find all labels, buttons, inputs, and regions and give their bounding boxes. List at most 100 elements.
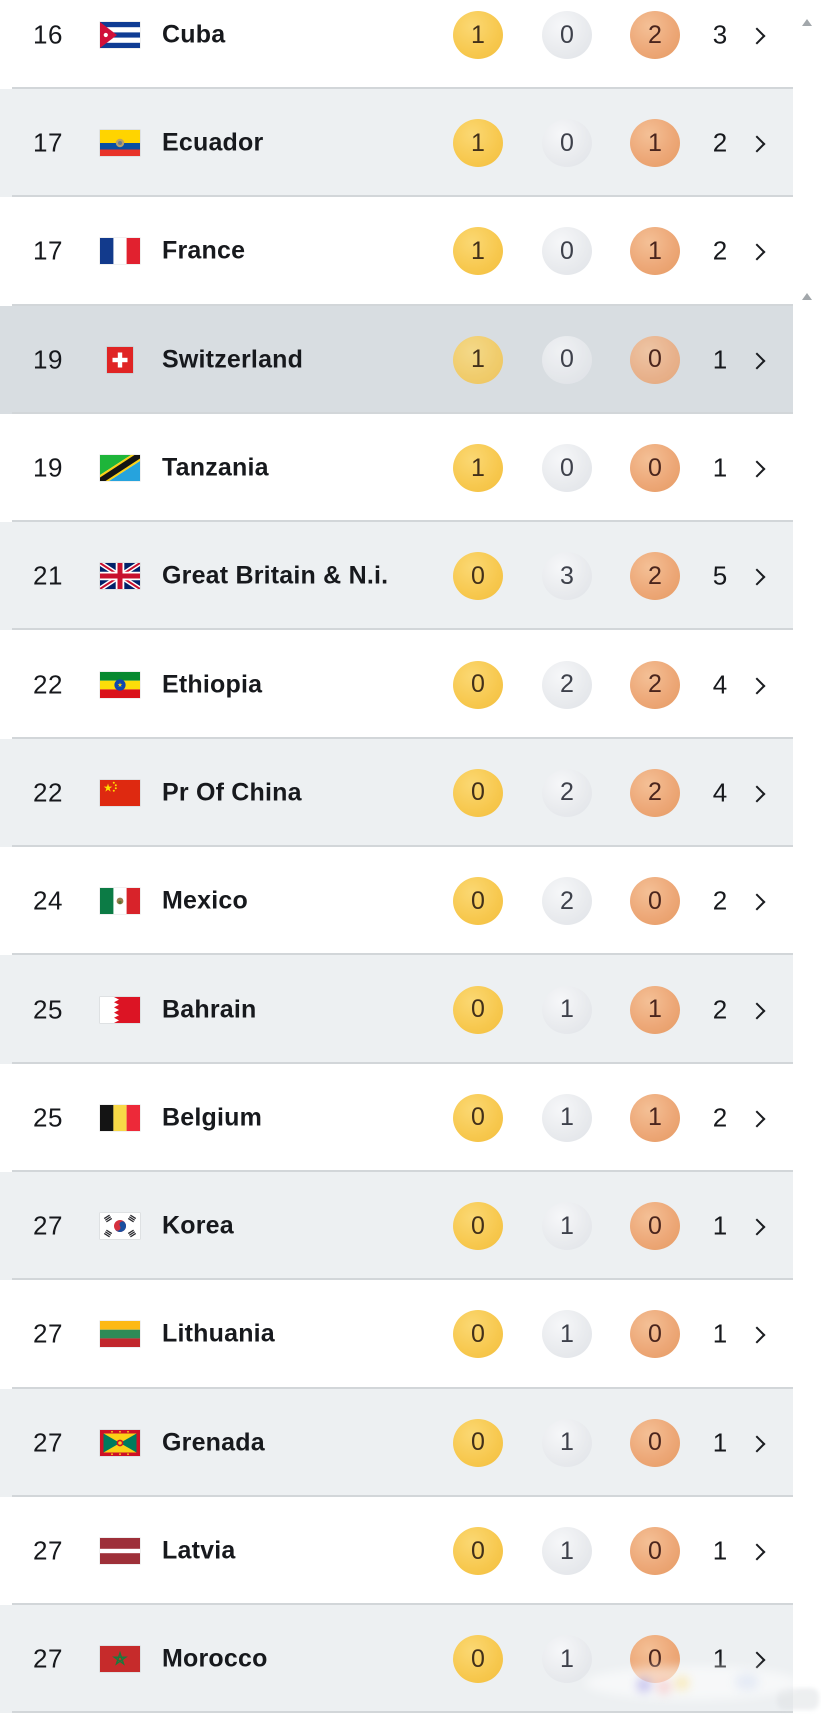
- table-row[interactable]: 21 Great Britain & N.i. 0 3 2 5: [0, 522, 793, 631]
- chevron-right-icon[interactable]: [748, 25, 769, 45]
- chevron-right-icon[interactable]: [748, 1108, 769, 1128]
- ethiopia-flag-icon: [92, 671, 148, 698]
- chevron-right-icon[interactable]: [748, 1433, 769, 1453]
- rank-cell: 27: [33, 1318, 63, 1349]
- chevron-right-icon[interactable]: [748, 1649, 769, 1669]
- table-row[interactable]: 27 Lithuania 0 1 0 1: [0, 1280, 793, 1389]
- gold-medal-count: 1: [453, 11, 503, 59]
- silver-medal-count: 1: [542, 985, 592, 1034]
- rank-cell: 27: [33, 1210, 63, 1241]
- latvia-flag-icon: [92, 1538, 148, 1564]
- chevron-right-icon[interactable]: [748, 566, 769, 586]
- scroll-up-arrow-icon[interactable]: [802, 19, 812, 26]
- total-medal-count: 3: [712, 19, 728, 50]
- silver-medal-count: 2: [542, 768, 592, 817]
- gold-medal-count: 0: [453, 1527, 503, 1575]
- country-name: Tanzania: [162, 453, 269, 482]
- bronze-medal-count: 2: [630, 11, 680, 59]
- silver-medal-count: 2: [542, 660, 592, 709]
- country-name: Morocco: [162, 1644, 268, 1673]
- country-name: Bahrain: [162, 995, 257, 1024]
- gold-medal-count: 0: [453, 1202, 503, 1251]
- total-medal-count: 5: [712, 560, 728, 591]
- country-name: Ecuador: [162, 128, 264, 157]
- chevron-right-icon[interactable]: [748, 1324, 769, 1344]
- gold-medal-count: 0: [453, 1310, 503, 1359]
- table-row[interactable]: 16 Cuba 1 0 2 3: [0, 0, 793, 89]
- total-medal-count: 2: [712, 127, 728, 158]
- bronze-medal-count: 1: [630, 119, 680, 168]
- table-row[interactable]: 22 Pr Of China 0 2 2 4: [0, 738, 793, 848]
- chevron-right-icon[interactable]: [748, 350, 769, 370]
- table-row[interactable]: 25 Belgium 0 1 1 2: [0, 1063, 793, 1173]
- tanzania-flag-icon: [92, 455, 148, 482]
- table-row[interactable]: 19 Tanzania 1 0 0 1: [0, 413, 793, 523]
- bronze-medal-count: 2: [630, 660, 680, 709]
- lithuania-flag-icon: [92, 1321, 148, 1348]
- medal-standings-list: 16 Cuba 1 0 2 3 17 Ecuador 1 0 1 2 17 France 1 0 1 2 19 Swi…: [0, 0, 793, 1714]
- gold-medal-count: 1: [453, 444, 503, 493]
- total-medal-count: 1: [712, 1210, 728, 1241]
- total-medal-count: 4: [712, 669, 728, 700]
- chevron-right-icon[interactable]: [748, 241, 769, 261]
- silver-medal-count: 1: [542, 1635, 592, 1684]
- gold-medal-count: 0: [453, 660, 503, 709]
- bronze-medal-count: 1: [630, 227, 680, 276]
- gold-medal-count: 1: [453, 335, 503, 384]
- mexico-flag-icon: [92, 888, 148, 915]
- scrollbar-track[interactable]: [777, 0, 821, 1721]
- chevron-right-icon[interactable]: [748, 458, 769, 478]
- china-flag-icon: [92, 779, 148, 806]
- chevron-right-icon[interactable]: [748, 675, 769, 695]
- gold-medal-count: 0: [453, 768, 503, 817]
- silver-medal-count: 0: [542, 335, 592, 384]
- table-row[interactable]: 27 Morocco 0 1 0 1: [0, 1605, 793, 1714]
- table-row[interactable]: 27 Latvia 0 1 0 1: [0, 1496, 793, 1606]
- table-row[interactable]: 25 Bahrain 0 1 1 2: [0, 955, 793, 1064]
- total-medal-count: 2: [712, 235, 728, 266]
- rank-cell: 19: [33, 452, 63, 483]
- country-name: Cuba: [162, 20, 226, 49]
- chevron-right-icon[interactable]: [748, 1000, 769, 1020]
- silver-medal-count: 1: [542, 1310, 592, 1359]
- total-medal-count: 1: [712, 1535, 728, 1566]
- great-britain-flag-icon: [92, 563, 148, 590]
- switzerland-flag-icon: [92, 346, 148, 373]
- table-row[interactable]: 27 Korea 0 1 0 1: [0, 1171, 793, 1281]
- france-flag-icon: [92, 238, 148, 265]
- cuba-flag-icon: [92, 22, 148, 48]
- bronze-medal-count: 2: [630, 768, 680, 817]
- table-row[interactable]: 22 Ethiopia 0 2 2 4: [0, 630, 793, 740]
- chevron-right-icon[interactable]: [748, 133, 769, 153]
- chevron-right-icon[interactable]: [748, 891, 769, 911]
- gold-medal-count: 1: [453, 119, 503, 168]
- table-row[interactable]: 17 France 1 0 1 2: [0, 197, 793, 306]
- chevron-right-icon[interactable]: [748, 1541, 769, 1561]
- gold-medal-count: 0: [453, 1635, 503, 1684]
- table-row[interactable]: 24 Mexico 0 2 0 2: [0, 847, 793, 956]
- scrollbar-thumb[interactable]: [777, 1688, 819, 1710]
- gold-medal-count: 1: [453, 227, 503, 276]
- total-medal-count: 2: [712, 1102, 728, 1133]
- silver-medal-count: 1: [542, 1202, 592, 1251]
- country-name: Great Britain & N.i.: [162, 561, 389, 590]
- bronze-medal-count: 0: [630, 1202, 680, 1251]
- bronze-medal-count: 2: [630, 552, 680, 601]
- chevron-right-icon[interactable]: [748, 783, 769, 803]
- rank-cell: 22: [33, 669, 63, 700]
- table-row[interactable]: 19 Switzerland 1 0 0 1: [0, 305, 793, 415]
- rank-cell: 17: [33, 127, 63, 158]
- total-medal-count: 1: [712, 452, 728, 483]
- scroll-up-arrow-icon[interactable]: [802, 293, 812, 300]
- table-row[interactable]: 27 Grenada 0 1 0 1: [0, 1388, 793, 1498]
- belgium-flag-icon: [92, 1104, 148, 1131]
- table-row[interactable]: 17 Ecuador 1 0 1 2: [0, 89, 793, 198]
- rank-cell: 19: [33, 344, 63, 375]
- country-name: Lithuania: [162, 1319, 275, 1348]
- country-name: Latvia: [162, 1536, 236, 1565]
- total-medal-count: 1: [712, 1318, 728, 1349]
- rank-cell: 22: [33, 777, 63, 808]
- country-name: France: [162, 236, 246, 265]
- chevron-right-icon[interactable]: [748, 1216, 769, 1236]
